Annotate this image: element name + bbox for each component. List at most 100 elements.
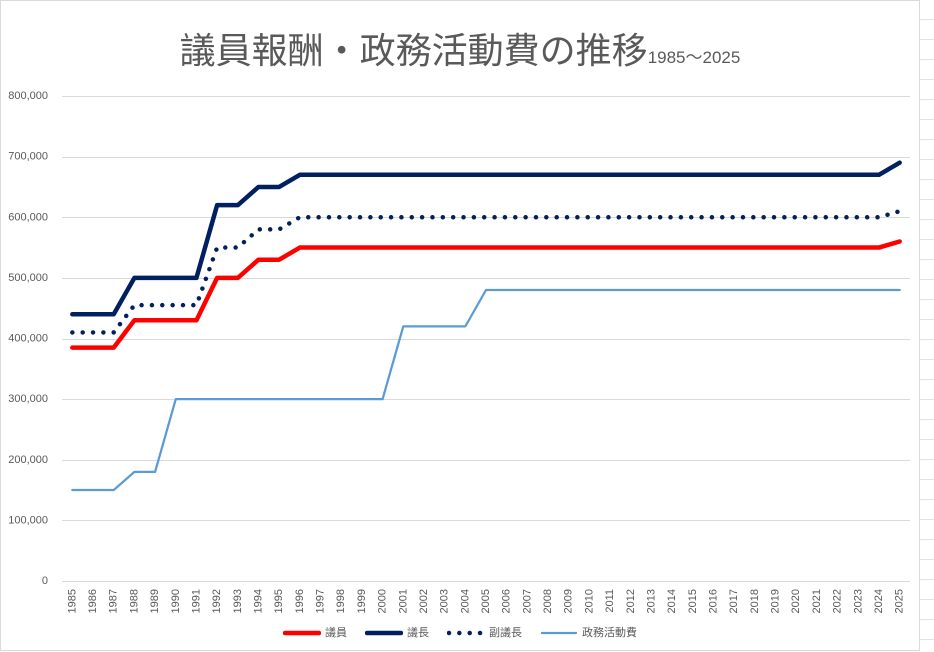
y-tick-label: 0	[42, 575, 48, 587]
data-point	[794, 172, 799, 177]
data-point	[359, 172, 364, 177]
data-point	[277, 227, 282, 232]
data-point	[111, 345, 116, 350]
x-tick-label: 1999	[356, 589, 368, 613]
data-point	[670, 245, 675, 250]
data-point	[235, 275, 240, 280]
data-point	[173, 318, 178, 323]
spreadsheet-cells[interactable]	[920, 0, 934, 652]
data-point	[897, 160, 902, 165]
data-point	[525, 215, 530, 220]
data-point	[277, 257, 282, 262]
x-tick-label: 2012	[625, 589, 637, 613]
data-point	[670, 288, 675, 293]
x-tick-label: 2007	[521, 589, 533, 613]
series-line-2[interactable]	[70, 160, 902, 317]
legend-item-4[interactable]: 政務活動費	[540, 624, 637, 642]
series-line-4[interactable]	[71, 288, 901, 492]
plot-svg: 0 100,000 200,000 300,000 400,000 500,000 600,…	[8, 90, 910, 613]
data-point	[463, 215, 468, 220]
data-point	[628, 215, 633, 220]
data-point	[194, 303, 199, 308]
data-point	[70, 312, 75, 317]
data-point	[442, 324, 447, 329]
data-point	[690, 172, 695, 177]
x-tick-label: 2018	[749, 589, 761, 613]
data-point	[876, 172, 881, 177]
data-point	[318, 172, 323, 177]
data-point	[359, 245, 364, 250]
data-point	[587, 215, 592, 220]
data-point	[380, 215, 385, 220]
series-line-3[interactable]	[70, 208, 902, 335]
x-tick-label: 2021	[811, 589, 823, 613]
data-point	[91, 488, 96, 493]
x-tick-label: 2014	[666, 589, 678, 613]
data-point	[235, 245, 240, 250]
data-point	[649, 245, 654, 250]
x-tick-label: 1994	[252, 589, 264, 613]
x-tick-label: 2015	[687, 589, 699, 613]
data-point	[215, 275, 220, 280]
data-point	[835, 215, 840, 220]
y-axis-labels: 0 100,000 200,000 300,000 400,000 500,000 600,…	[8, 90, 48, 587]
data-point	[587, 172, 592, 177]
data-point	[732, 288, 737, 293]
data-point	[732, 245, 737, 250]
legend-item-2[interactable]: 議長	[365, 624, 429, 642]
x-tick-label: 1998	[335, 589, 347, 613]
data-point	[339, 245, 344, 250]
data-point	[318, 215, 323, 220]
data-point	[401, 324, 406, 329]
x-tick-label: 1991	[190, 589, 202, 613]
y-tick-label: 700,000	[8, 151, 48, 163]
data-point	[339, 215, 344, 220]
data-point	[215, 203, 220, 208]
data-point	[442, 245, 447, 250]
legend-item-3[interactable]: 副議長	[447, 624, 522, 642]
x-tick-label: 2002	[418, 589, 430, 613]
data-point	[628, 172, 633, 177]
data-point	[504, 215, 509, 220]
data-point	[773, 172, 778, 177]
data-point	[442, 215, 447, 220]
data-point	[566, 288, 571, 293]
legend-swatch	[365, 630, 403, 636]
data-point	[649, 288, 654, 293]
series-line-1[interactable]	[70, 239, 902, 350]
data-point	[773, 288, 778, 293]
gridlines	[62, 96, 910, 521]
data-point	[504, 245, 509, 250]
legend-label: 議長	[407, 627, 429, 639]
legend-item-1[interactable]: 議員	[283, 624, 347, 642]
data-point	[153, 275, 158, 280]
data-point	[359, 397, 364, 402]
data-point	[835, 172, 840, 177]
data-point	[297, 172, 302, 177]
data-point	[194, 397, 199, 402]
data-point	[401, 245, 406, 250]
x-tick-label: 2003	[439, 589, 451, 613]
data-point	[566, 172, 571, 177]
data-point	[380, 172, 385, 177]
data-point	[111, 312, 116, 317]
x-tick-label: 2022	[832, 589, 844, 613]
data-point	[111, 488, 116, 493]
x-tick-label: 1995	[273, 589, 285, 613]
data-point	[70, 488, 75, 493]
data-point	[608, 245, 613, 250]
data-point	[91, 345, 96, 350]
data-point	[297, 215, 302, 220]
y-tick-label: 500,000	[8, 272, 48, 284]
data-point	[690, 215, 695, 220]
data-point	[421, 172, 426, 177]
data-point	[711, 288, 716, 293]
data-point	[484, 172, 489, 177]
data-point	[711, 172, 716, 177]
data-point	[794, 215, 799, 220]
data-point	[608, 215, 613, 220]
data-point	[132, 469, 137, 474]
x-tick-label: 2005	[480, 589, 492, 613]
data-point	[587, 288, 592, 293]
